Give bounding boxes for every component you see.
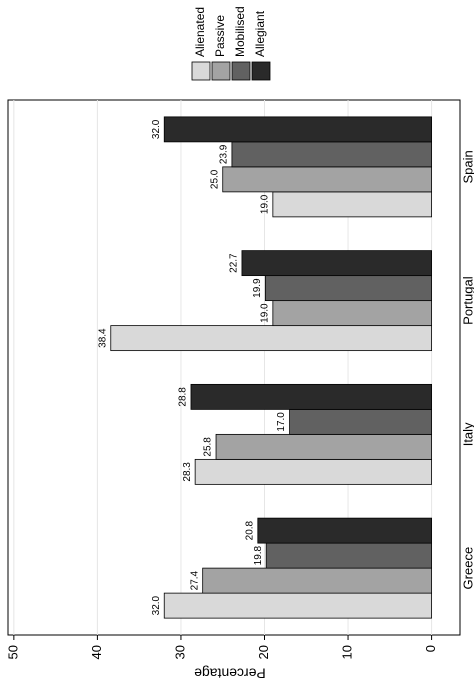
bar — [231, 141, 432, 168]
bar — [194, 458, 432, 485]
x-tick-label: Spain — [460, 150, 474, 183]
bar — [264, 275, 432, 302]
x-tick-label: Portugal — [460, 276, 474, 325]
bar — [289, 408, 432, 435]
y-tick-label: 50 — [5, 645, 20, 659]
value-label: 28.3 — [182, 462, 193, 482]
bar — [163, 116, 432, 143]
value-label: 32.0 — [151, 595, 162, 615]
bar — [110, 325, 432, 352]
bar — [190, 383, 432, 410]
value-label: 32.0 — [151, 119, 162, 139]
legend-swatch — [211, 61, 231, 81]
y-tick-label: 20 — [256, 645, 271, 659]
bar — [265, 542, 432, 569]
y-tick-label: 10 — [339, 645, 354, 659]
value-label: 25.0 — [209, 169, 220, 189]
bar — [257, 517, 432, 544]
value-label: 25.8 — [203, 437, 214, 457]
y-tick-label: 40 — [89, 645, 104, 659]
legend-swatch — [251, 61, 271, 81]
plot-frame — [7, 99, 461, 636]
y-tick-label: 30 — [172, 645, 187, 659]
value-label: 20.8 — [244, 520, 255, 540]
x-tick-label: Greece — [460, 547, 474, 590]
legend-label: Alienated — [193, 7, 207, 57]
bar — [272, 300, 432, 327]
value-label: 19.0 — [259, 303, 270, 323]
value-label: 19.8 — [253, 545, 264, 565]
chart-body: Percentage 0 10 20 30 40 50 Greece 32.0 27.4 19.8… — [5, 6, 474, 681]
x-tick-label: Italy — [460, 422, 474, 446]
value-label: 17.0 — [276, 412, 287, 432]
bar — [202, 567, 432, 594]
legend-swatch — [191, 61, 211, 81]
value-label: 22.7 — [229, 253, 240, 273]
bar — [163, 592, 432, 619]
legend-label: Passive — [213, 15, 227, 57]
value-label: 19.0 — [259, 194, 270, 214]
bar — [272, 191, 432, 218]
y-axis-title: Percentage — [194, 665, 266, 681]
value-label: 28.8 — [178, 387, 189, 407]
value-label: 27.4 — [189, 570, 200, 590]
legend-label: Allegiant — [253, 10, 267, 57]
value-label: 19.9 — [252, 278, 263, 298]
y-tick-label: 0 — [423, 645, 438, 652]
bar — [222, 166, 432, 193]
legend-swatch — [231, 61, 251, 81]
bar — [215, 433, 432, 460]
value-label: 38.4 — [97, 328, 108, 348]
bar — [241, 250, 432, 277]
legend-label: Mobilised — [233, 6, 247, 57]
value-label: 23.9 — [219, 144, 230, 164]
